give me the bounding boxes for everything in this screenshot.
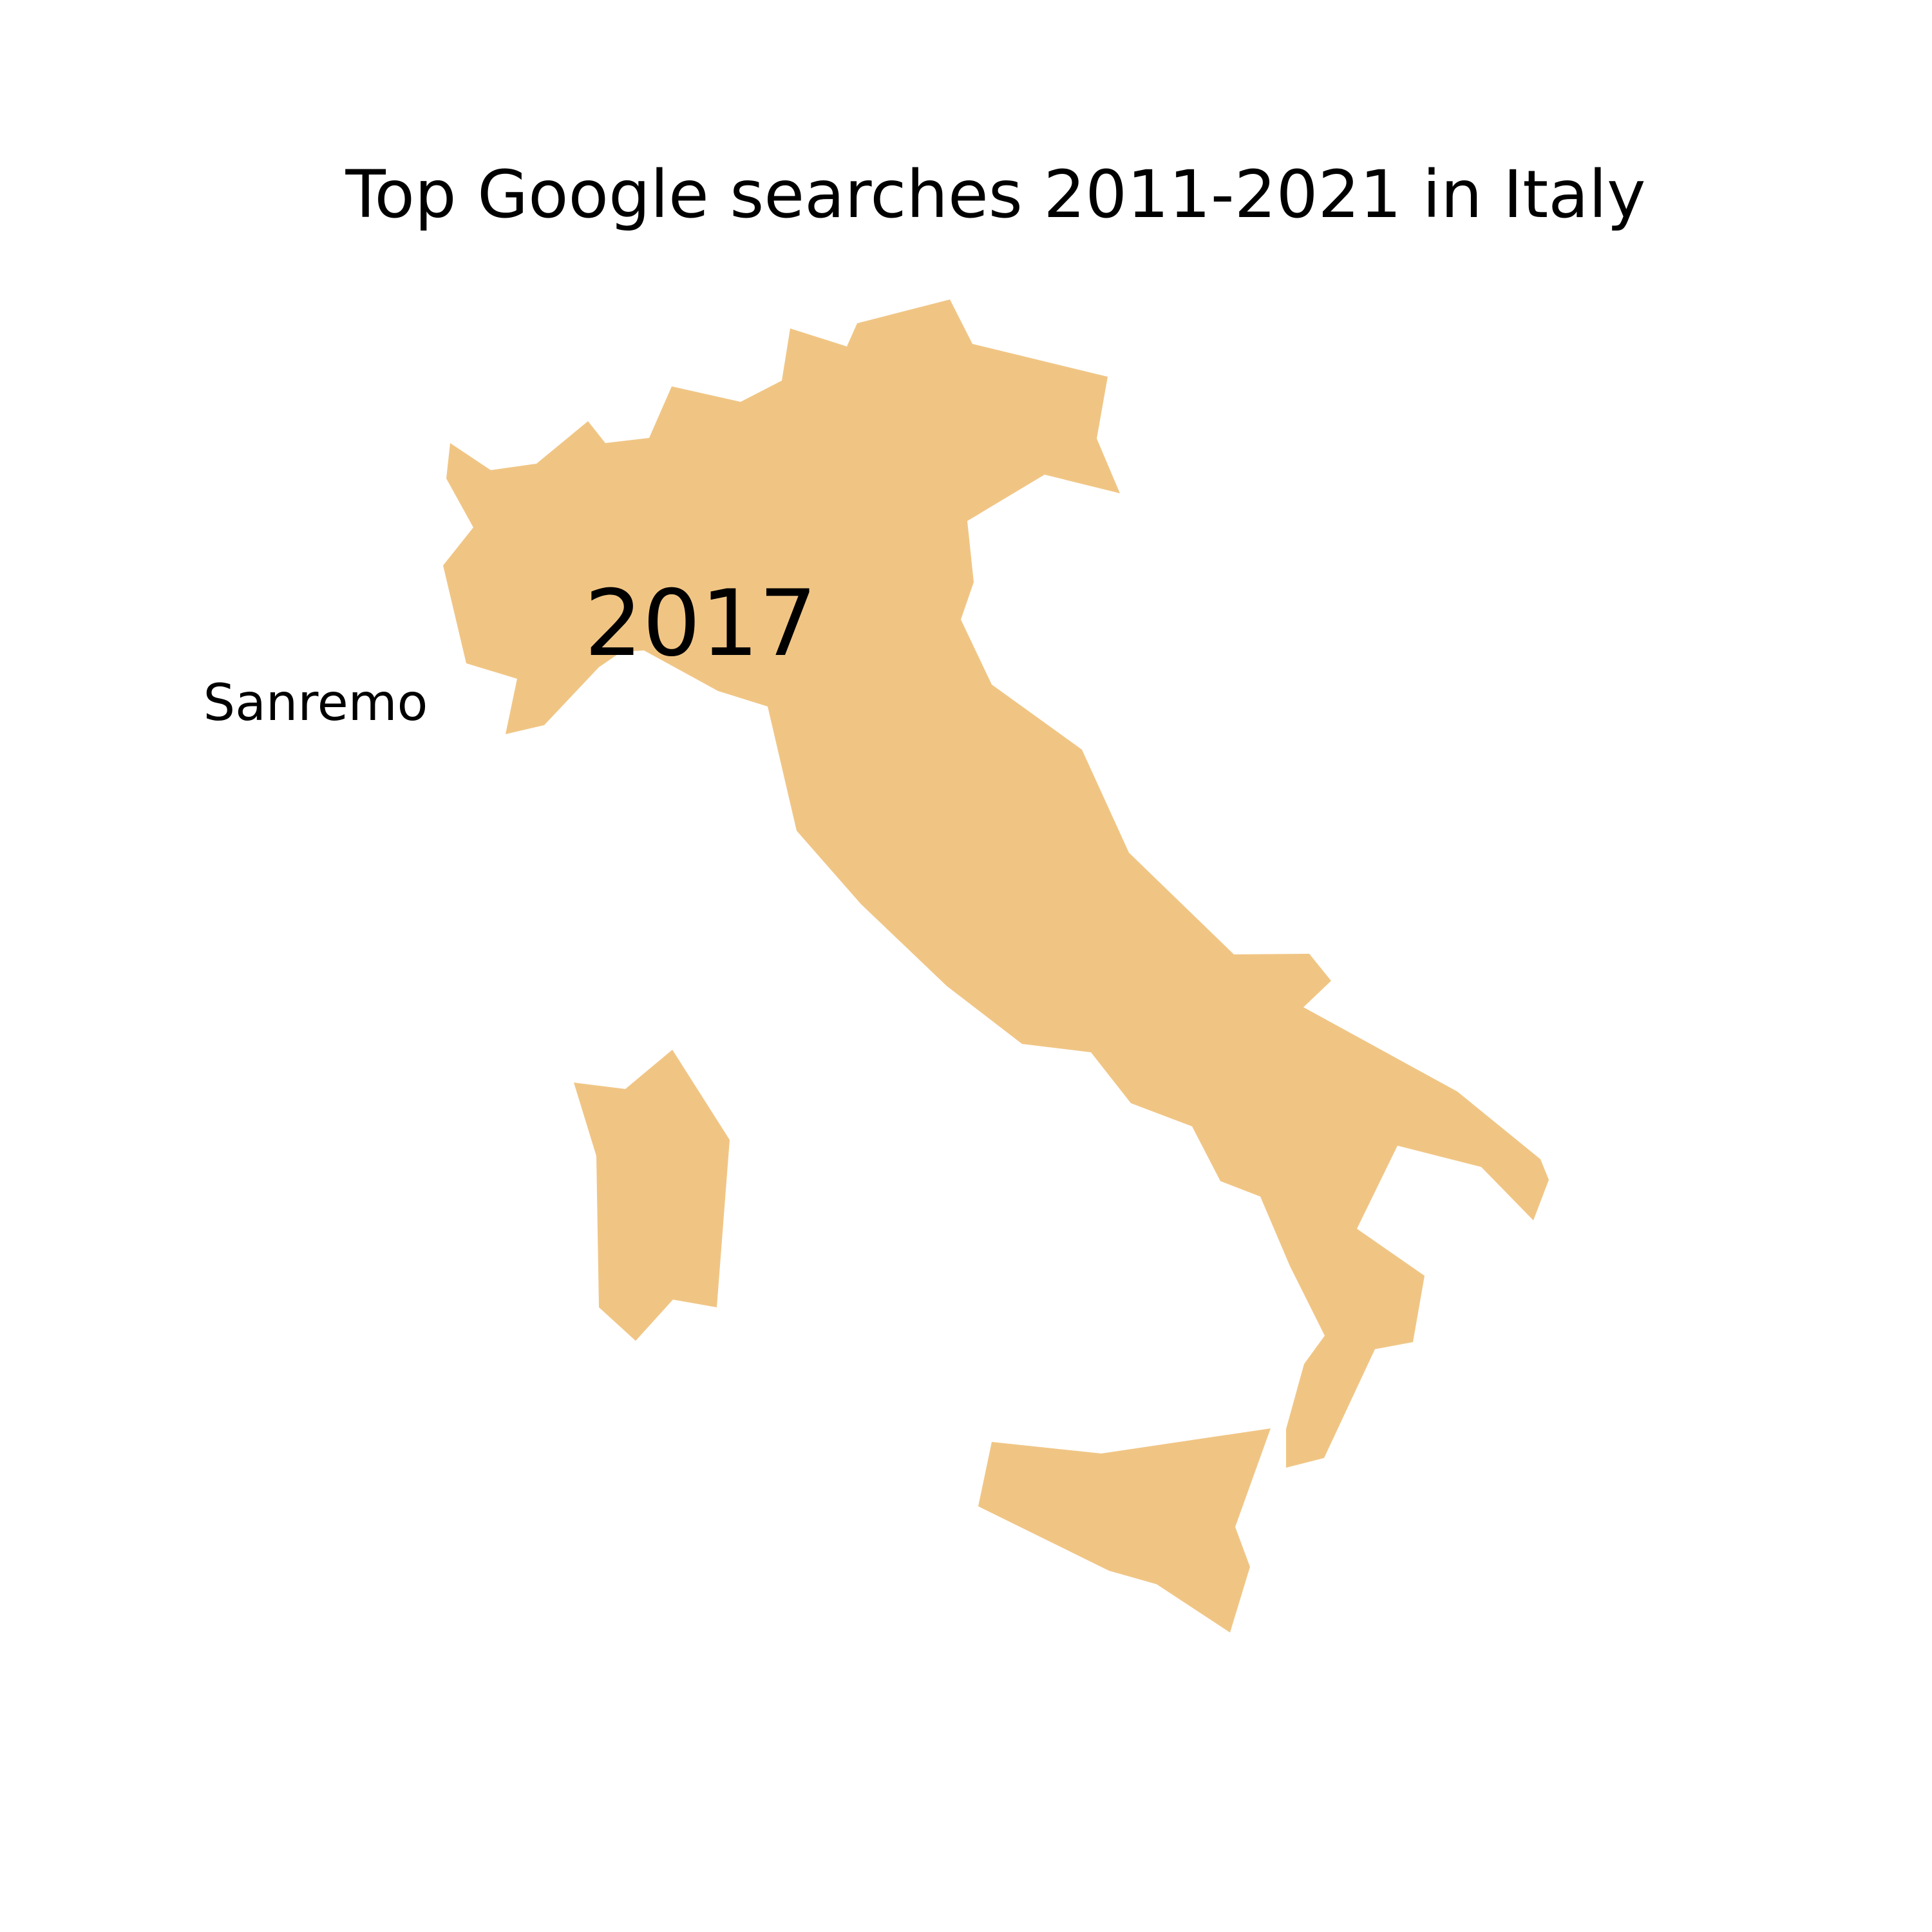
mainland-italy-shape	[443, 299, 1549, 1468]
sicily-shape	[978, 1428, 1271, 1633]
italy-map	[443, 299, 1549, 1633]
top-search-label: Sanremo	[204, 674, 428, 732]
map-title: Top Google searches 2011-2021 in Italy	[345, 156, 1646, 233]
sardinia-shape	[574, 1050, 730, 1341]
year-label: 2017	[584, 571, 817, 677]
